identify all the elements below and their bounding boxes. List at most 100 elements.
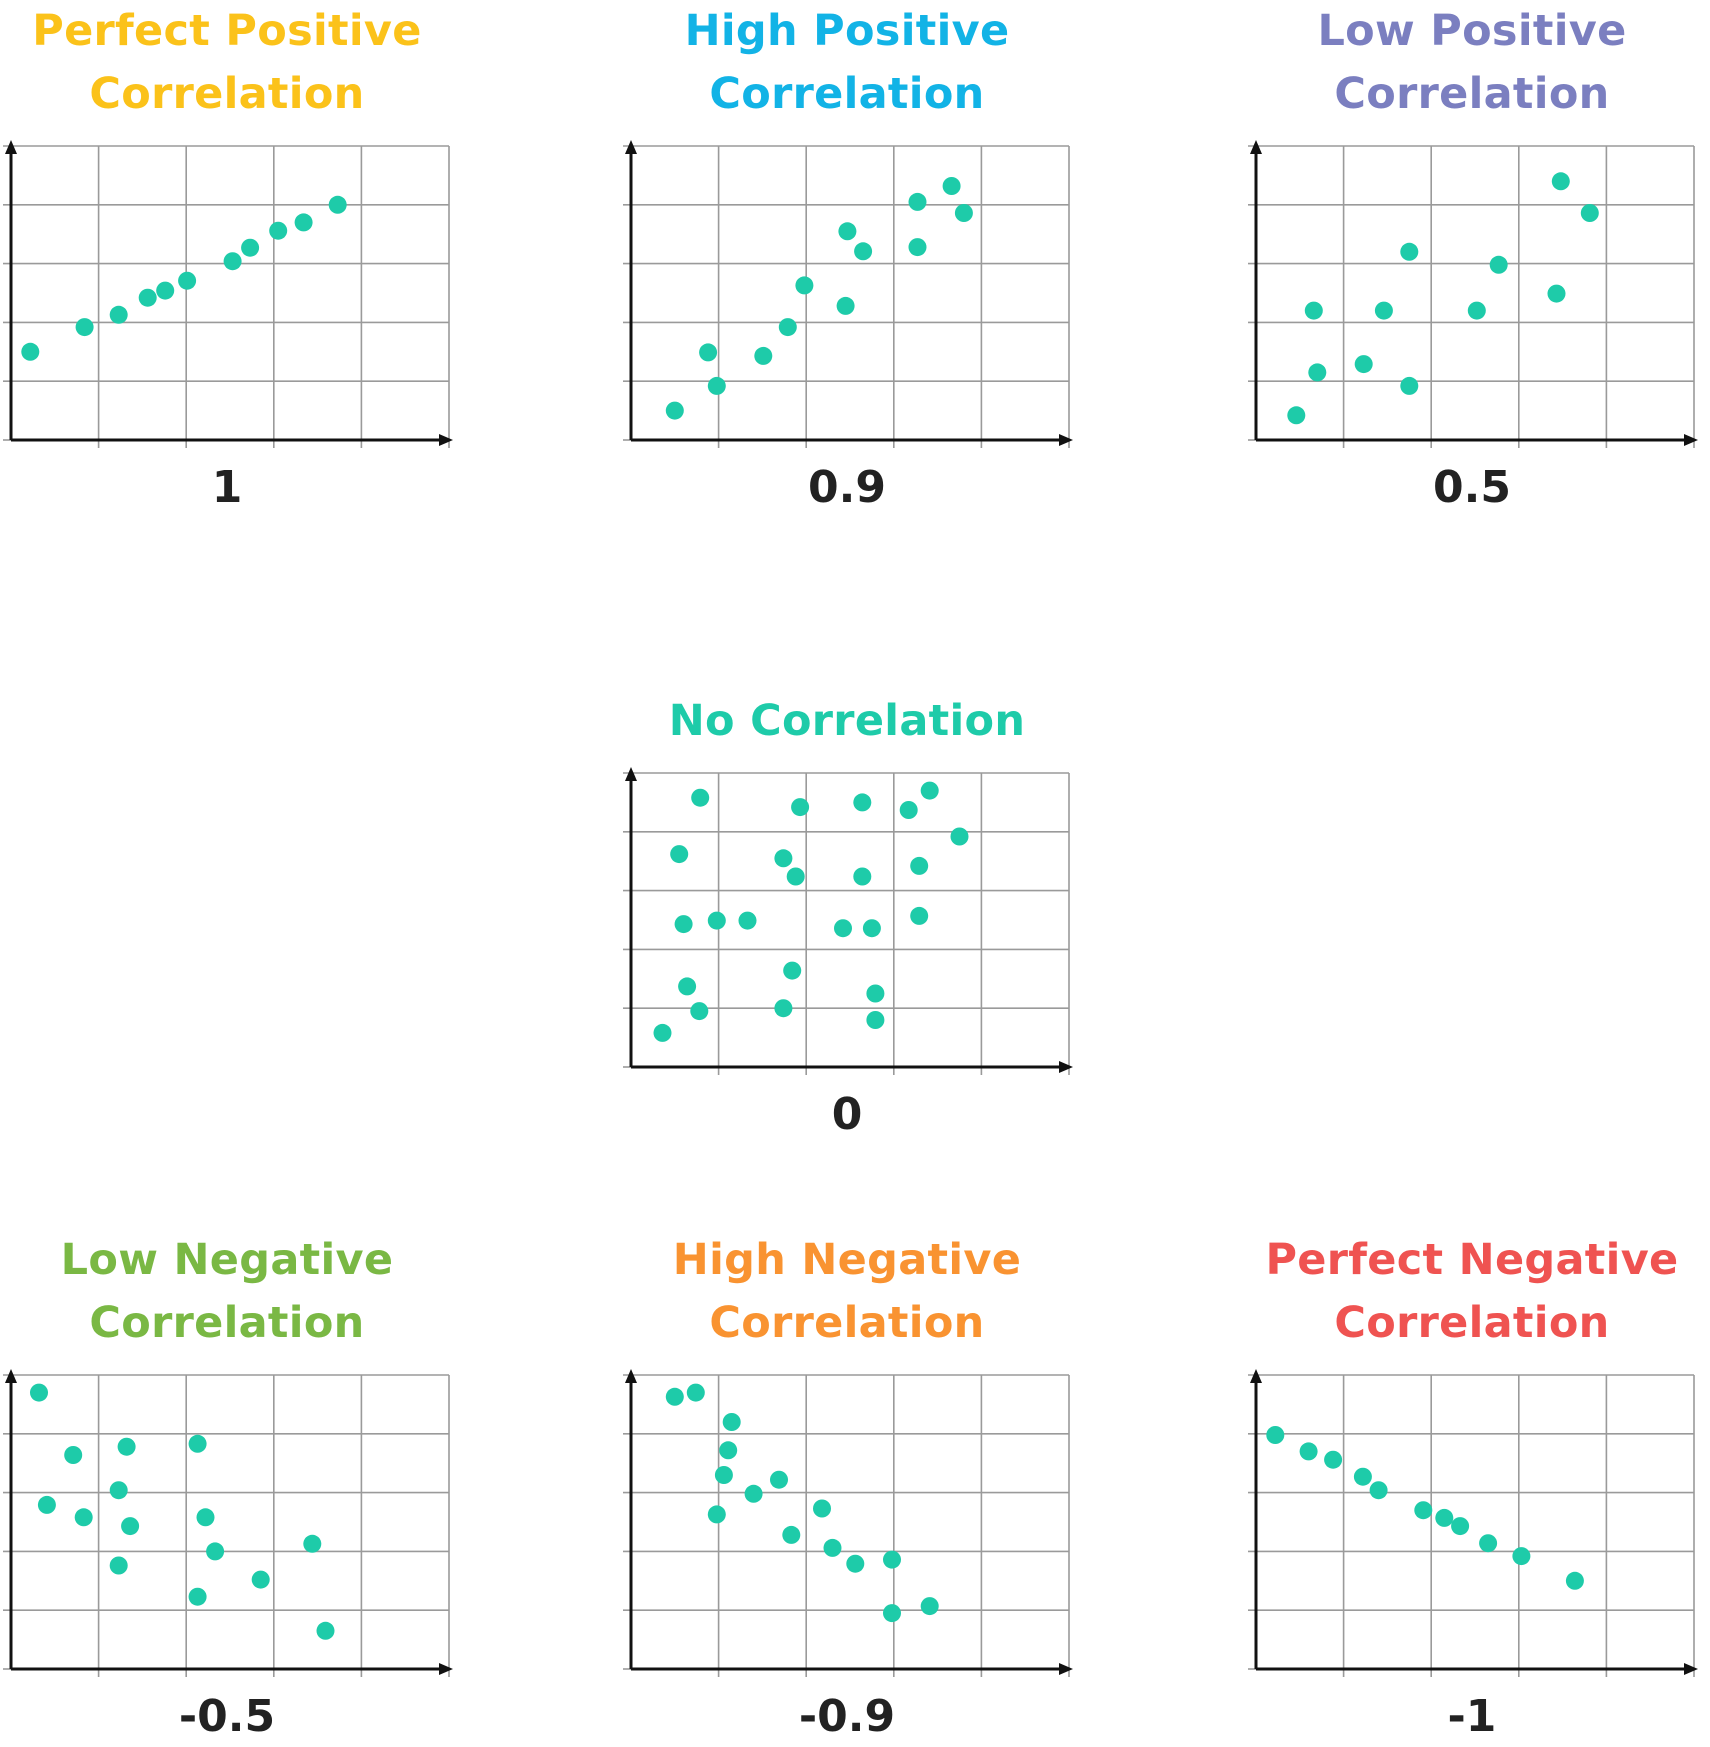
- data-point: [783, 961, 802, 980]
- data-point: [178, 271, 197, 290]
- y-axis-arrow: [625, 140, 637, 154]
- chart-panel-low-positive: Low Positive Correlation 0.5: [1242, 0, 1702, 513]
- correlation-value: 1: [211, 462, 243, 513]
- data-point: [1435, 1508, 1454, 1527]
- y-axis-arrow: [5, 1369, 17, 1383]
- data-point: [138, 288, 157, 307]
- data-point: [719, 1441, 738, 1460]
- chart-panel-low-negative: Low Negative Correlation -0.5: [0, 1229, 457, 1742]
- chart-title: High Positive Correlation: [684, 6, 1010, 119]
- chart-panel-perfect-negative: Perfect Negative Correlation -1: [1242, 1229, 1702, 1742]
- data-point: [899, 801, 918, 819]
- data-point: [774, 849, 793, 868]
- chart-title: Low Positive Correlation: [1317, 6, 1627, 119]
- y-axis-arrow: [625, 767, 637, 781]
- data-point: [188, 1434, 207, 1453]
- data-point: [920, 1597, 939, 1616]
- data-point: [109, 1556, 128, 1575]
- data-point: [782, 1525, 801, 1544]
- correlation-value: 0: [831, 1089, 863, 1140]
- data-point: [866, 984, 885, 1003]
- data-point: [744, 1484, 763, 1503]
- data-point: [1414, 1501, 1433, 1520]
- scatter-plot: [623, 1369, 1073, 1677]
- data-point: [910, 906, 929, 925]
- x-axis-arrow: [1059, 1061, 1073, 1073]
- data-point: [920, 781, 939, 800]
- data-point: [188, 1587, 207, 1606]
- data-point: [64, 1446, 83, 1464]
- data-point: [795, 276, 814, 295]
- data-point: [1551, 172, 1570, 191]
- data-point: [1580, 204, 1599, 222]
- y-axis-arrow: [625, 1369, 637, 1383]
- data-point: [156, 281, 175, 300]
- data-point: [846, 1554, 865, 1573]
- data-point: [908, 192, 927, 211]
- x-axis-arrow: [1684, 1663, 1698, 1675]
- correlation-value: 0.5: [1433, 462, 1511, 513]
- data-point: [707, 1505, 726, 1524]
- data-point: [722, 1413, 741, 1431]
- data-point: [251, 1570, 270, 1589]
- x-axis-arrow: [439, 434, 453, 446]
- scatter-plot: [623, 140, 1073, 448]
- data-point: [853, 867, 872, 886]
- data-point: [778, 318, 797, 337]
- data-point: [813, 1499, 831, 1518]
- data-point: [196, 1508, 215, 1527]
- data-point: [1512, 1547, 1531, 1566]
- correlation-value: -0.5: [178, 1691, 276, 1742]
- data-point: [883, 1550, 901, 1569]
- data-point: [770, 1470, 788, 1489]
- chart-title: Perfect Positive Correlation: [32, 6, 422, 119]
- data-point: [1467, 301, 1486, 320]
- y-axis-arrow: [5, 140, 17, 154]
- data-point: [691, 788, 710, 807]
- chart-title: No Correlation: [668, 696, 1026, 746]
- data-point: [950, 827, 969, 846]
- data-point: [1451, 1517, 1470, 1536]
- data-point: [21, 342, 40, 361]
- data-point: [754, 346, 773, 365]
- data-point: [838, 222, 857, 241]
- data-point: [653, 1023, 672, 1042]
- data-point: [206, 1542, 225, 1561]
- data-point: [294, 213, 313, 232]
- scatter-plot: [3, 140, 453, 448]
- data-point: [774, 999, 793, 1018]
- correlation-value: -0.9: [798, 1691, 896, 1742]
- correlation-value: 0.9: [808, 462, 886, 513]
- data-point: [707, 911, 726, 930]
- scatter-plot: [623, 767, 1073, 1075]
- chart-title: Perfect Negative Correlation: [1265, 1235, 1679, 1348]
- data-point: [1547, 284, 1566, 303]
- data-point: [241, 238, 260, 257]
- data-point: [109, 1481, 128, 1500]
- data-point: [117, 1437, 136, 1456]
- data-point: [316, 1621, 335, 1640]
- data-point: [678, 977, 697, 996]
- chart-panel-perfect-positive: Perfect Positive Correlation 1: [0, 0, 457, 513]
- data-point: [670, 845, 689, 864]
- data-point: [30, 1383, 48, 1402]
- chart-panel-no-correlation: No Correlation 0: [617, 627, 1077, 1140]
- data-point: [1353, 1467, 1372, 1486]
- data-point: [1479, 1534, 1498, 1553]
- data-point: [1266, 1426, 1285, 1444]
- data-point: [665, 1387, 684, 1406]
- data-point: [854, 242, 873, 261]
- data-point: [836, 296, 855, 315]
- data-point: [1308, 363, 1327, 382]
- x-axis-arrow: [1059, 434, 1073, 446]
- scatter-plot: [3, 1369, 453, 1677]
- data-point: [883, 1604, 901, 1623]
- data-point: [121, 1517, 140, 1536]
- data-point: [942, 177, 961, 195]
- data-point: [1324, 1450, 1343, 1469]
- data-point: [834, 919, 852, 938]
- data-point: [665, 401, 684, 420]
- x-axis-arrow: [1059, 1663, 1073, 1675]
- data-point: [690, 1002, 709, 1021]
